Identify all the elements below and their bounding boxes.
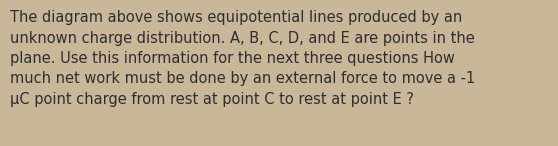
Text: The diagram above shows equipotential lines produced by an
unknown charge distri: The diagram above shows equipotential li… xyxy=(10,10,475,107)
